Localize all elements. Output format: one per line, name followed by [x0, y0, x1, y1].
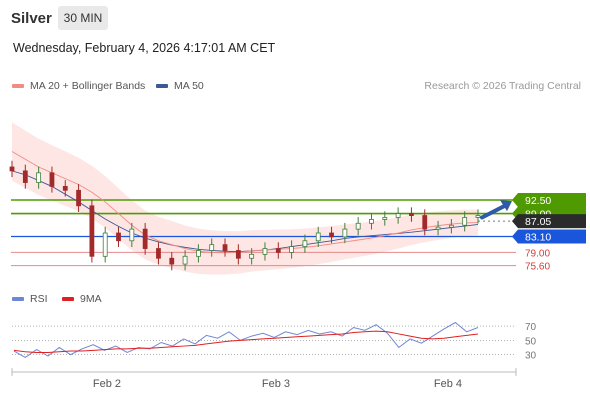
- level-tag-pointer: [512, 229, 518, 244]
- candle-body: [116, 232, 121, 242]
- legend-ma50: MA 50: [156, 80, 204, 92]
- level-tag-83.10: 83.10: [512, 229, 586, 244]
- candle-body: [369, 219, 374, 224]
- level-tag-text: 83.10: [525, 232, 551, 244]
- rsi-level-label: 50: [525, 336, 537, 347]
- candle-body: [222, 244, 228, 251]
- x-tick-label: Feb 4: [434, 378, 462, 390]
- candle-body: [49, 172, 55, 187]
- candle-body: [355, 222, 361, 230]
- candle-body: [342, 228, 348, 238]
- candle-body: [435, 226, 441, 230]
- candle-body: [62, 186, 68, 191]
- level-tag-92.50: 92.50: [512, 193, 586, 207]
- candle-body: [262, 248, 268, 255]
- level-tag-bg: [518, 193, 586, 207]
- chart-header: Silver 30 MIN: [0, 0, 590, 38]
- candle-body: [475, 215, 481, 218]
- candle-body: [275, 248, 281, 253]
- research-credit: Research © 2026 Trading Central: [424, 80, 581, 92]
- legend-9ma-swatch: [62, 297, 74, 302]
- level-tag-text: 92.50: [525, 195, 551, 207]
- candle-body: [89, 205, 95, 257]
- level-tag-87.05: 87.05: [512, 214, 586, 229]
- candle-body: [409, 213, 414, 216]
- candle-body: [249, 253, 255, 259]
- ma20-line: [11, 151, 479, 254]
- level-tag-bg: [518, 229, 586, 244]
- candle-body: [36, 172, 42, 183]
- legend-9ma-label: 9MA: [80, 293, 102, 305]
- candle-body: [235, 250, 241, 259]
- candle-body: [289, 246, 295, 253]
- level-label-79.00: 79.00: [525, 248, 550, 259]
- timestamp: Wednesday, February 4, 2026 4:17:01 AM C…: [13, 41, 276, 55]
- legend-rsi-label: RSI: [30, 293, 48, 305]
- legend-ma20-swatch: [12, 84, 24, 89]
- candle-body: [315, 232, 321, 242]
- candle-body: [395, 213, 401, 218]
- candle-body: [195, 250, 201, 257]
- legend-9ma: 9MA: [62, 293, 102, 305]
- level-label-75.60: 75.60: [525, 262, 550, 273]
- candle-body: [302, 240, 308, 247]
- candle-body: [422, 215, 428, 230]
- candle-body: [182, 255, 188, 265]
- candle-body: [9, 166, 15, 172]
- rsi-level-label: 30: [525, 351, 537, 362]
- legend-ma50-label: MA 50: [174, 80, 204, 92]
- rsi-ma-line: [13, 330, 479, 353]
- candle-body: [156, 248, 161, 259]
- level-tag-text: 87.05: [525, 216, 551, 228]
- level-tag-bg: [518, 214, 586, 229]
- candle-body: [129, 228, 135, 242]
- forecast-arrow-shaft: [480, 203, 508, 220]
- rsi-level-label: 70: [525, 322, 537, 333]
- legend-ma20: MA 20 + Bollinger Bands: [12, 80, 145, 92]
- candle-body: [329, 232, 334, 238]
- candle-body: [102, 232, 108, 257]
- candles-group: [9, 160, 481, 271]
- candle-body: [169, 257, 175, 265]
- candle-body: [22, 170, 28, 183]
- x-tick-label: Feb 3: [262, 378, 290, 390]
- legend-rsi: RSI: [12, 293, 48, 305]
- legend-ma50-swatch: [156, 84, 168, 89]
- timeframe-button[interactable]: 30 MIN: [58, 6, 108, 30]
- candle-body: [142, 228, 148, 249]
- candle-body: [462, 217, 468, 226]
- candle-body: [76, 189, 81, 207]
- instrument-title: Silver: [11, 10, 52, 27]
- forecast-arrow-head: [500, 200, 512, 212]
- rsi-line: [13, 321, 479, 359]
- level-tag-pointer: [512, 214, 518, 229]
- level-tag-pointer: [512, 193, 518, 207]
- legend-ma20-label: MA 20 + Bollinger Bands: [30, 80, 146, 92]
- candle-body: [448, 224, 454, 228]
- legend-rsi-swatch: [12, 297, 24, 302]
- x-tick-label: Feb 2: [93, 378, 121, 390]
- candle-body: [209, 244, 215, 251]
- candle-body: [382, 217, 388, 220]
